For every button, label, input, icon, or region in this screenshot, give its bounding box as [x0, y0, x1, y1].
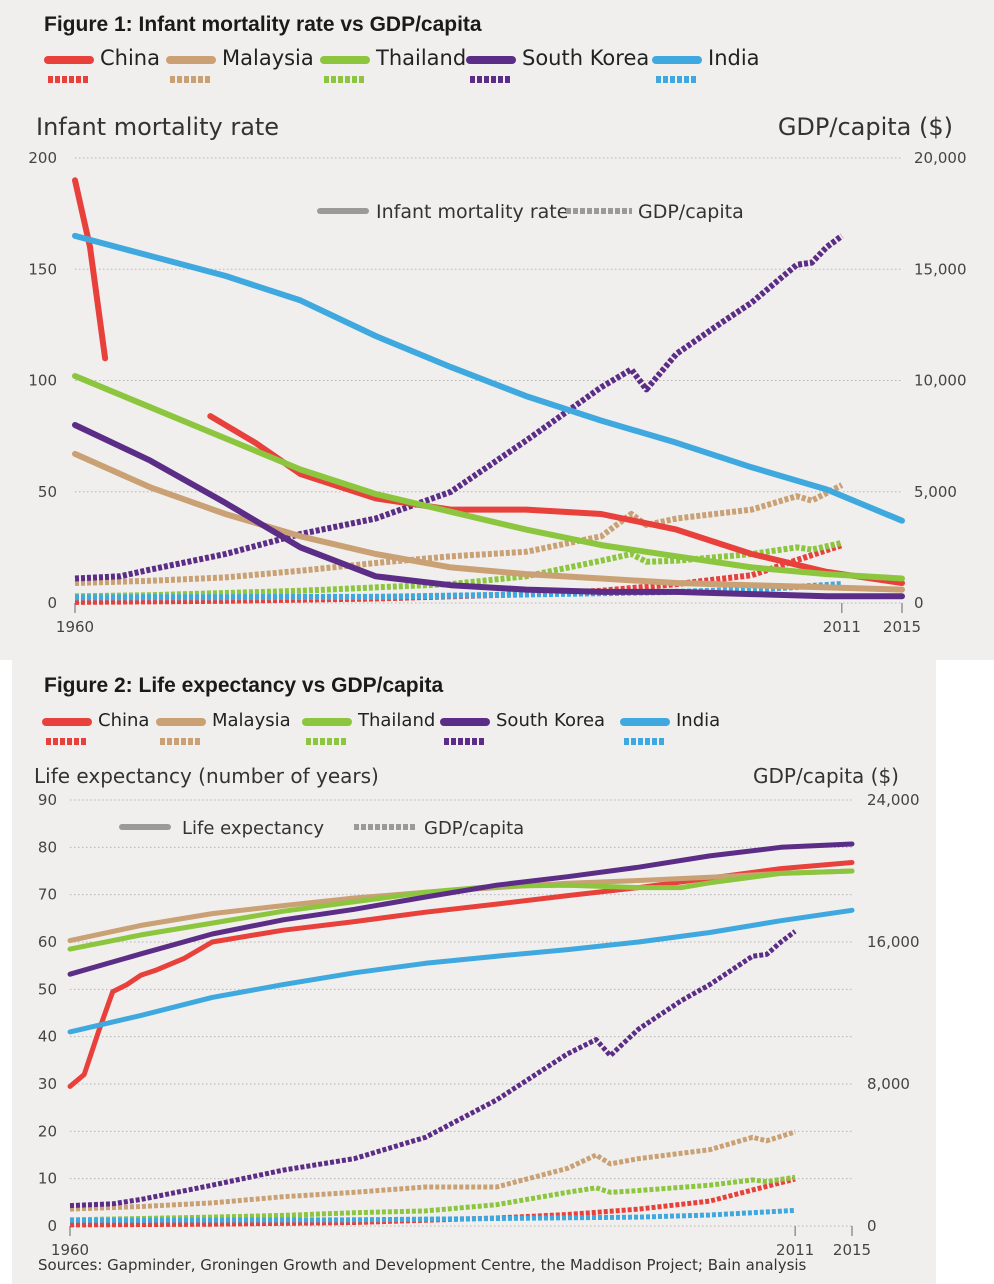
series-malaysia-gdp-line [69, 1129, 796, 1212]
y-tick-label: 100 [28, 372, 57, 390]
y-tick-label: 90 [38, 791, 57, 809]
legend-dashed-swatch [324, 76, 366, 83]
series-china-line [67, 860, 855, 1089]
y2-axis-title: GDP/capita ($) [753, 764, 899, 788]
y-axis-title: Life expectancy (number of years) [34, 764, 379, 788]
y2-tick-label: 24,000 [867, 791, 920, 809]
legend-label: India [708, 46, 760, 70]
series-india-gdp-line [74, 581, 843, 601]
series-thailand-line [72, 373, 905, 582]
legend-dashed-swatch [48, 76, 90, 83]
legend-dashed-swatch [624, 738, 666, 745]
series-south-korea-gdp-line [69, 929, 797, 1209]
figure-2-chart: Life expectancy (number of years) GDP/cap… [34, 764, 920, 1259]
legend-solid-swatch [302, 718, 352, 726]
y2-tick-label: 5,000 [914, 483, 957, 501]
y-tick-label: 80 [38, 838, 57, 856]
series-south-korea-gdp-line [74, 233, 844, 582]
legend-solid-swatch [166, 56, 216, 64]
y-tick-label: 30 [38, 1075, 57, 1093]
series-malaysia-line [72, 450, 905, 593]
y-tick-label: 40 [38, 1028, 57, 1046]
figure-2-panel: Figure 2: Life expectancy vs GDP/capita … [12, 660, 936, 1284]
series-south-korea-line [72, 422, 905, 600]
legend-dashed-swatch [444, 738, 486, 745]
y2-tick-label: 0 [914, 594, 924, 612]
series-india-line [72, 232, 905, 524]
legend-dashed-swatch [306, 738, 348, 745]
y2-tick-label: 10,000 [914, 372, 967, 390]
legend-label: China [98, 710, 150, 731]
legend-label: South Korea [496, 710, 606, 731]
series-south-korea-line [67, 841, 855, 977]
key-dashed-label: GDP/capita [638, 201, 744, 223]
series-india-line [67, 907, 855, 1035]
series-china-line [72, 177, 109, 362]
legend-solid-swatch [466, 56, 516, 64]
legend-dashed-swatch [170, 76, 212, 83]
y-axis-title: Infant mortality rate [36, 113, 279, 141]
y-tick-label: 150 [28, 260, 57, 278]
legend-solid-swatch [440, 718, 490, 726]
legend-solid-swatch [42, 718, 92, 726]
legend-solid-swatch [44, 56, 94, 64]
y2-axis-title: GDP/capita ($) [778, 113, 953, 141]
legend-label: Malaysia [222, 46, 314, 70]
x-tick-label: 2015 [883, 618, 921, 636]
y-tick-label: 200 [28, 149, 57, 167]
y2-tick-label: 16,000 [867, 933, 920, 951]
legend-label: South Korea [522, 46, 650, 70]
y-tick-label: 0 [47, 1217, 57, 1235]
y-tick-label: 10 [38, 1170, 57, 1188]
legend-label: Thailand [376, 46, 467, 70]
y2-tick-label: 15,000 [914, 260, 967, 278]
x-tick-label: 1960 [51, 1241, 89, 1259]
series-thailand-gdp-line [69, 1174, 796, 1223]
y-tick-label: 60 [38, 933, 57, 951]
y-tick-label: 0 [47, 594, 57, 612]
key-solid-label: Infant mortality rate [376, 201, 568, 223]
legend-label: Thailand [358, 710, 436, 731]
y2-tick-label: 20,000 [914, 149, 967, 167]
legend-dashed-swatch [470, 76, 512, 83]
legend-solid-swatch [620, 718, 670, 726]
x-tick-label: 2011 [776, 1241, 814, 1259]
series-thailand-gdp-line [74, 539, 843, 600]
key-solid-label: Life expectancy [182, 818, 324, 839]
legend-solid-swatch [156, 718, 206, 726]
legend-dashed-swatch [46, 738, 88, 745]
series-malaysia-gdp-line [74, 482, 844, 586]
y-tick-label: 50 [38, 980, 57, 998]
legend-label: China [100, 46, 160, 70]
legend-dashed-swatch [160, 738, 202, 745]
figure-1-panel: Figure 1: Infant mortality rate vs GDP/c… [0, 0, 994, 660]
y2-tick-label: 8,000 [867, 1075, 910, 1093]
x-tick-label: 2011 [823, 618, 861, 636]
y-tick-label: 20 [38, 1122, 57, 1140]
x-tick-label: 1960 [56, 618, 94, 636]
source-note: Sources: Gapminder, Groningen Growth and… [38, 1256, 807, 1274]
y-tick-label: 70 [38, 886, 57, 904]
legend-label: Malaysia [212, 710, 291, 731]
y2-tick-label: 0 [867, 1217, 877, 1235]
key-dashed-label: GDP/capita [424, 818, 524, 839]
y-tick-label: 50 [38, 483, 57, 501]
x-tick-label: 2015 [833, 1241, 871, 1259]
figure-2-title: Figure 2: Life expectancy vs GDP/capita [44, 674, 444, 697]
figure-1-title: Figure 1: Infant mortality rate vs GDP/c… [44, 13, 482, 36]
series-india-gdp-line [69, 1207, 796, 1223]
figure-1-chart: Infant mortality rate GDP/capita ($) 0 50 10… [28, 113, 967, 636]
legend-solid-swatch [320, 56, 370, 64]
legend-dashed-swatch [656, 76, 698, 83]
legend-label: India [676, 710, 721, 731]
legend-solid-swatch [652, 56, 702, 64]
